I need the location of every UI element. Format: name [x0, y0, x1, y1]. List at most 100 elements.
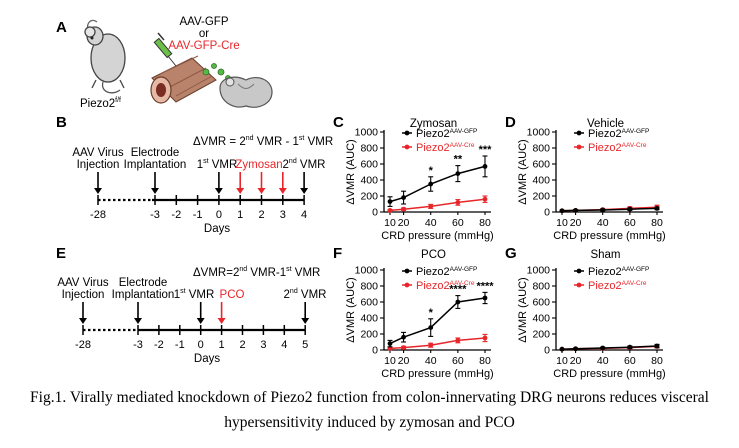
legend-label-gfp: Piezo2AAV-GFP: [588, 266, 649, 278]
y-tick-label: 600: [532, 159, 550, 171]
legend-label-base: Piezo2: [588, 280, 622, 292]
data-point-gfp: [401, 334, 406, 340]
timeline-tick-label: 4: [281, 339, 287, 351]
data-point-gfp: [559, 346, 565, 352]
panel-b-event-injection-l2: Injection: [77, 159, 120, 171]
data-point-cre: [455, 338, 461, 343]
y-tick-label: 200: [360, 329, 378, 341]
mouse-genotype-label: Piezo2f/f: [80, 97, 121, 110]
data-point-gfp: [600, 207, 606, 213]
event-arrowhead: [151, 188, 159, 194]
panel-b-formula: ΔVMR = 2nd VMR - 1st VMR: [193, 135, 333, 148]
x-tick-label: 80: [651, 217, 663, 229]
panel-b-second-vmr: 2nd VMR: [283, 158, 326, 171]
timeline-tick-label: 1: [237, 209, 243, 221]
panel-b-event-injection-l1: AAV Virus: [72, 147, 124, 159]
panel-b-timeline: -28 -3 -2 -1 0 1 2 3 4: [90, 172, 309, 221]
event-arrowhead: [134, 318, 142, 324]
figure: A Piezo2f/f AAV-GFP or AAV-GFP-Cre: [56, 16, 666, 380]
x-tick-label: 10: [556, 355, 568, 367]
timeline-tick-label: -1: [193, 209, 203, 221]
data-point-gfp: [482, 295, 488, 301]
virus-label-or: or: [199, 28, 209, 40]
significance-marker: ****: [449, 284, 467, 296]
significance-marker: ****: [476, 280, 494, 292]
legend-label-base: Piezo2: [416, 142, 450, 154]
chart-title: Vehicle: [587, 118, 624, 130]
data-point-gfp: [573, 346, 578, 352]
x-tick-label: 10: [384, 355, 396, 367]
syringe-icon: [153, 32, 177, 67]
colon-icon: [150, 55, 217, 104]
legend-label-gfp: Piezo2AAV-GFP: [416, 128, 477, 140]
y-tick-label: 0: [372, 345, 378, 357]
data-point-cre: [387, 208, 393, 213]
y-axis-label: ΔVMR (AUC): [345, 277, 357, 342]
panel-a-letter: A: [56, 19, 67, 36]
data-point-gfp: [573, 208, 578, 213]
panel-e-event-injection-l2: Injection: [62, 289, 105, 301]
panel-e-event-electrode-l2: Implantation: [112, 289, 175, 301]
timeline-tick-label: 3: [260, 339, 266, 351]
panel-e-xlabel: Days: [194, 353, 220, 365]
data-point-gfp: [401, 195, 406, 201]
data-point-gfp: [482, 164, 488, 169]
x-tick-label: 20: [570, 217, 582, 229]
panel-letter: G: [505, 245, 517, 262]
timeline-tick-label: -2: [171, 209, 181, 221]
event-arrowhead: [79, 318, 87, 324]
legend-label-sup: AAV-Cre: [622, 142, 647, 149]
timeline-tick-label: 0: [216, 209, 222, 221]
x-axis-label: CRD pressure (mmHg): [381, 230, 493, 242]
legend-marker-gfp: [576, 130, 582, 136]
data-point-gfp: [559, 208, 565, 214]
legend-label-cre: Piezo2AAV-Cre: [416, 142, 475, 154]
panel-e-letter: E: [56, 245, 66, 262]
legend-label-sup: AAV-GFP: [622, 266, 650, 273]
panel-e-formula: ΔVMR=2nd VMR-1st VMR: [193, 266, 320, 279]
x-tick-label: 80: [479, 217, 491, 229]
legend-label-sup: AAV-Cre: [450, 142, 475, 149]
legend-label-base: Piezo2: [588, 266, 622, 278]
data-point-cre: [428, 342, 434, 348]
event-arrowhead: [301, 318, 310, 324]
panel-e-first-vmr: 1st VMR: [174, 288, 215, 301]
data-point-cre: [401, 206, 406, 212]
y-tick-label: 1000: [355, 127, 379, 139]
legend-marker-cre: [576, 282, 582, 288]
x-axis-label: CRD pressure (mmHg): [553, 368, 665, 380]
legend-marker-cre: [404, 144, 410, 150]
event-arrowhead: [300, 188, 309, 194]
y-tick-label: 800: [532, 281, 550, 293]
y-tick-label: 0: [544, 207, 550, 219]
y-tick-label: 0: [544, 345, 550, 357]
timeline-tick-label: 1: [219, 339, 225, 351]
legend-label-gfp: Piezo2AAV-GFP: [588, 128, 649, 140]
chart-title: PCO: [421, 249, 446, 261]
mouse-icon: [84, 19, 126, 94]
y-tick-label: 200: [532, 329, 550, 341]
y-tick-label: 200: [532, 191, 550, 203]
y-tick-label: 1000: [355, 265, 379, 277]
data-point-gfp: [428, 325, 434, 330]
caption-line-1: Fig.1. Virally mediated knockdown of Pie…: [30, 389, 709, 406]
y-tick-label: 400: [360, 313, 378, 325]
y-axis-label: ΔVMR (AUC): [517, 277, 529, 342]
data-point-gfp: [387, 341, 393, 346]
panel-letter: F: [333, 245, 342, 262]
y-tick-label: 200: [360, 191, 378, 203]
panel-e-treatment: PCO: [220, 289, 245, 301]
legend-label-base: Piezo2: [416, 128, 450, 140]
virus-label-gfp: AAV-GFP: [180, 16, 229, 28]
data-point-gfp: [428, 181, 434, 187]
data-point-cre: [455, 200, 461, 205]
data-point-gfp: [627, 344, 633, 350]
x-tick-label: 10: [556, 217, 568, 229]
virus-label-cre: AAV-GFP-Cre: [168, 40, 239, 52]
panel-b-treatment: Zymosan: [235, 159, 282, 171]
x-tick-label: 80: [479, 355, 491, 367]
y-tick-label: 1000: [527, 127, 551, 139]
x-tick-label: 60: [452, 217, 464, 229]
panel-b-first-vmr: 1st VMR: [197, 158, 238, 171]
